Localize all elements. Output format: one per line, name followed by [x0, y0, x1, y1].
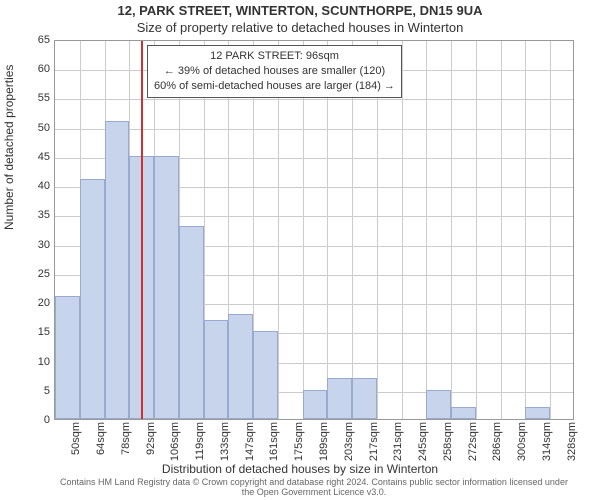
annotation-line: 60% of semi-detached houses are larger (…	[154, 79, 395, 94]
reference-line	[141, 41, 143, 419]
annotation-line: ← 39% of detached houses are smaller (12…	[154, 64, 395, 79]
y-tick-label: 65	[10, 34, 50, 46]
y-tick-label: 60	[10, 63, 50, 75]
histogram-bar	[426, 390, 451, 419]
gridline-v	[525, 41, 526, 419]
histogram-bar	[179, 226, 204, 419]
y-tick-label: 30	[10, 239, 50, 251]
x-tick-label: 92sqm	[145, 422, 157, 455]
gridline-v	[377, 41, 378, 419]
x-tick-label: 286sqm	[491, 422, 503, 461]
x-tick-label: 300sqm	[516, 422, 528, 461]
y-tick-label: 10	[10, 356, 50, 368]
x-tick-label: 64sqm	[95, 422, 107, 455]
histogram-bar	[55, 296, 80, 419]
annotation-box: 12 PARK STREET: 96sqm← 39% of detached h…	[147, 45, 402, 98]
x-tick-label: 217sqm	[368, 422, 380, 461]
x-tick-label: 203sqm	[343, 422, 355, 461]
x-tick-label: 161sqm	[268, 422, 280, 461]
histogram-bar	[105, 121, 130, 419]
y-tick-label: 50	[10, 122, 50, 134]
gridline-v	[550, 41, 551, 419]
gridline-v	[352, 41, 353, 419]
x-tick-label: 258sqm	[442, 422, 454, 461]
x-tick-label: 245sqm	[417, 422, 429, 461]
gridline-v	[426, 41, 427, 419]
histogram-bar	[154, 156, 179, 419]
x-axis-label: Distribution of detached houses by size …	[0, 462, 600, 476]
chart-container: 12, PARK STREET, WINTERTON, SCUNTHORPE, …	[0, 0, 600, 500]
y-tick-label: 0	[10, 414, 50, 426]
y-tick-label: 25	[10, 268, 50, 280]
histogram-bar	[303, 390, 328, 419]
x-tick-label: 189sqm	[318, 422, 330, 461]
histogram-bar	[80, 179, 105, 419]
x-tick-label: 50sqm	[70, 422, 82, 455]
gridline-v	[501, 41, 502, 419]
gridline-v	[303, 41, 304, 419]
gridline-v	[278, 41, 279, 419]
y-tick-label: 35	[10, 209, 50, 221]
gridline-h	[55, 99, 573, 100]
chart-title-main: 12, PARK STREET, WINTERTON, SCUNTHORPE, …	[0, 3, 600, 18]
y-tick-label: 15	[10, 326, 50, 338]
x-tick-label: 328sqm	[566, 422, 578, 461]
histogram-bar	[451, 407, 476, 419]
chart-title-sub: Size of property relative to detached ho…	[0, 20, 600, 35]
y-tick-label: 40	[10, 180, 50, 192]
y-tick-label: 45	[10, 151, 50, 163]
x-tick-label: 314sqm	[541, 422, 553, 461]
gridline-v	[327, 41, 328, 419]
x-tick-label: 147sqm	[244, 422, 256, 461]
gridline-v	[402, 41, 403, 419]
x-tick-label: 133sqm	[219, 422, 231, 461]
plot-area: 12 PARK STREET: 96sqm← 39% of detached h…	[54, 40, 574, 420]
histogram-bar	[228, 314, 253, 419]
gridline-v	[476, 41, 477, 419]
histogram-bar	[327, 378, 352, 419]
x-tick-label: 119sqm	[194, 422, 206, 460]
histogram-bar	[204, 320, 229, 419]
x-tick-label: 106sqm	[169, 422, 181, 461]
gridline-v	[451, 41, 452, 419]
y-tick-label: 20	[10, 297, 50, 309]
histogram-bar	[352, 378, 377, 419]
x-tick-label: 175sqm	[293, 422, 305, 461]
gridline-h	[55, 129, 573, 130]
histogram-bar	[253, 331, 278, 419]
x-tick-label: 78sqm	[120, 422, 132, 455]
x-tick-label: 272sqm	[467, 422, 479, 461]
histogram-bar	[525, 407, 550, 419]
x-tick-label: 231sqm	[392, 422, 404, 461]
annotation-line: 12 PARK STREET: 96sqm	[154, 49, 395, 64]
y-tick-label: 55	[10, 92, 50, 104]
y-axis-label: Number of detached properties	[2, 65, 16, 230]
chart-caption: Contains HM Land Registry data © Crown c…	[54, 478, 574, 498]
y-tick-label: 5	[10, 385, 50, 397]
